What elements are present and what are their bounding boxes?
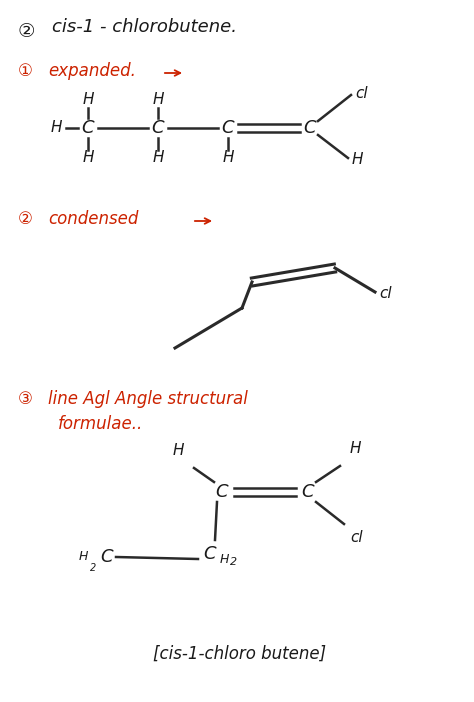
Text: 2: 2 (90, 563, 96, 573)
Text: expanded.: expanded. (48, 62, 136, 80)
Text: H: H (82, 93, 94, 107)
Text: [cis-1-chloro butene]: [cis-1-chloro butene] (154, 645, 327, 663)
Text: H: H (152, 150, 164, 166)
Text: formulae..: formulae.. (58, 415, 143, 433)
Text: C: C (82, 119, 94, 137)
Text: condensed: condensed (48, 210, 138, 228)
Text: H: H (220, 553, 229, 566)
Text: C: C (301, 483, 314, 501)
Text: H: H (173, 443, 184, 458)
Text: H: H (222, 150, 234, 166)
Text: cl: cl (355, 86, 368, 100)
Text: ②: ② (18, 22, 36, 41)
Text: H: H (79, 550, 88, 564)
Text: H: H (152, 93, 164, 107)
Text: H: H (82, 150, 94, 166)
Text: cis-1 - chlorobutene.: cis-1 - chlorobutene. (52, 18, 237, 36)
Text: ③: ③ (18, 390, 33, 408)
Text: ①: ① (18, 62, 33, 80)
Text: C: C (152, 119, 164, 137)
Text: ②: ② (18, 210, 33, 228)
Text: C: C (100, 548, 113, 566)
Text: H: H (352, 152, 364, 168)
Text: line Agl Angle structural: line Agl Angle structural (48, 390, 248, 408)
Text: C: C (222, 119, 234, 137)
Text: 2: 2 (230, 557, 237, 567)
Text: cl: cl (350, 530, 363, 545)
Text: cl: cl (379, 286, 392, 301)
Text: H: H (50, 121, 62, 135)
Text: C: C (204, 545, 216, 563)
Text: H: H (350, 441, 362, 456)
Text: C: C (216, 483, 228, 501)
Text: C: C (304, 119, 316, 137)
